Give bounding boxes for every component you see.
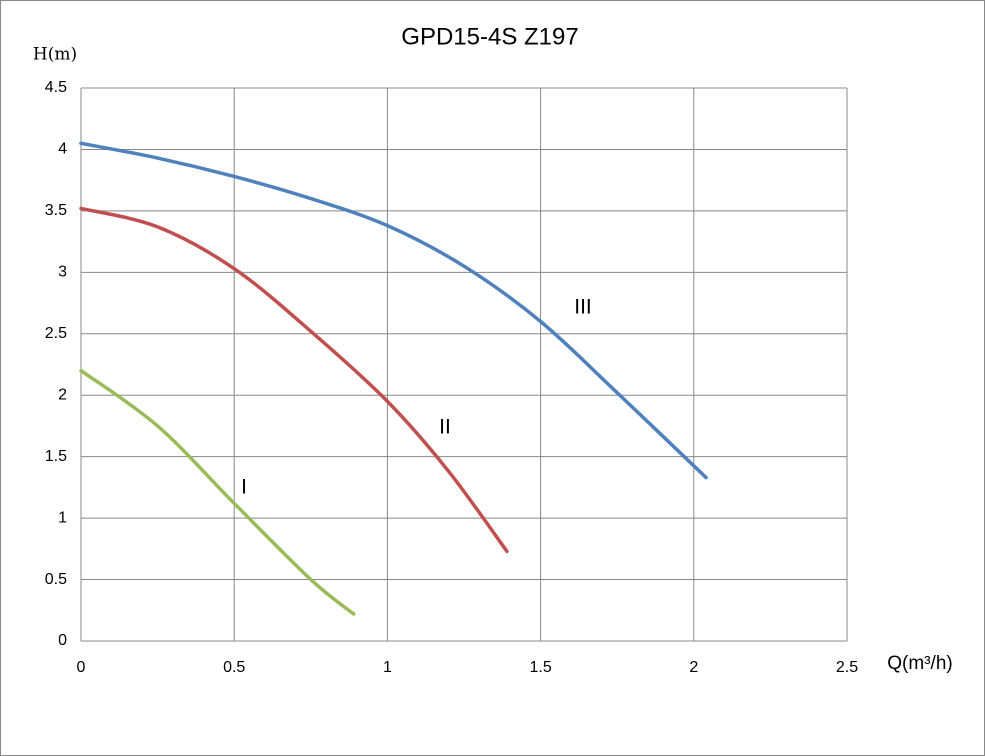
y-tick-label: 2.5 — [45, 325, 67, 342]
series-line — [79, 206, 509, 554]
x-axis-label: Q(m³/h) — [887, 653, 952, 674]
series-line — [79, 141, 708, 480]
series-label: I — [241, 476, 247, 499]
y-tick-label: 4.5 — [45, 79, 67, 96]
y-axis-label: H(m) — [33, 45, 77, 65]
y-tick-label: 4 — [58, 141, 67, 158]
series-label: III — [574, 296, 592, 319]
x-tick-label: 1.5 — [529, 659, 551, 676]
y-tick-label: 3 — [58, 264, 67, 281]
x-tick-label: 2 — [689, 659, 698, 676]
y-tick-label: 2 — [58, 386, 67, 403]
x-tick-label: 0 — [77, 659, 86, 676]
x-tick-label: 0.5 — [223, 659, 245, 676]
y-tick-label: 0.5 — [45, 571, 67, 588]
y-tick-label: 3.5 — [45, 202, 67, 219]
x-tick-label: 1 — [383, 659, 392, 676]
series-label: II — [439, 416, 451, 439]
y-tick-label: 1.5 — [45, 448, 67, 465]
y-tick-label: 0 — [58, 632, 67, 649]
y-tick-label: 1 — [58, 509, 67, 526]
x-tick-label: 2.5 — [836, 659, 858, 676]
series-line — [79, 368, 356, 616]
chart-title: GPD15-4S Z197 — [401, 23, 578, 50]
